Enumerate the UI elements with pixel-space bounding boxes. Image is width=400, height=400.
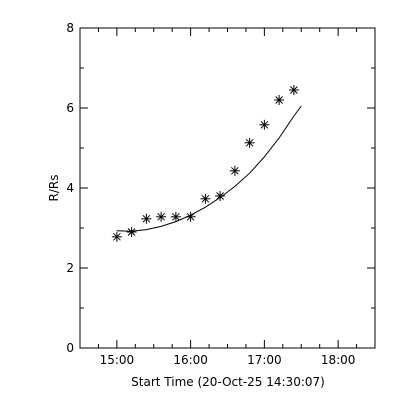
- data-point: [229, 165, 240, 176]
- y-tick-label: 0: [66, 341, 74, 355]
- tick-labels: 15:00 16:00 17:00 18:00 0 2 4 6 8: [66, 21, 355, 367]
- data-point: [200, 193, 211, 204]
- data-point: [185, 211, 196, 222]
- data-point: [170, 211, 181, 222]
- y-tick-label: 6: [66, 101, 74, 115]
- data-point: [288, 85, 299, 95]
- x-tick-label: 17:00: [247, 353, 282, 367]
- data-point: [274, 95, 285, 105]
- y-axis-label: R/Rs: [47, 175, 61, 202]
- x-tick-label: 16:00: [173, 353, 208, 367]
- data-point: [111, 231, 122, 242]
- x-tick-label: 18:00: [321, 353, 356, 367]
- data-point: [244, 137, 255, 148]
- fit-curve: [116, 105, 302, 232]
- data-point: [215, 191, 226, 201]
- data-point: [259, 119, 270, 130]
- data-point: [141, 213, 152, 224]
- data-points: [111, 85, 299, 242]
- plot-frame: [79, 27, 376, 349]
- data-point: [156, 211, 167, 222]
- axis-ticks: [80, 27, 375, 349]
- y-tick-label: 8: [66, 21, 74, 35]
- y-tick-label: 4: [66, 181, 74, 195]
- x-tick-label: 15:00: [100, 353, 135, 367]
- y-tick-label: 2: [66, 261, 74, 275]
- data-point: [126, 227, 137, 237]
- x-axis-label: Start Time (20-Oct-25 14:30:07): [131, 375, 325, 389]
